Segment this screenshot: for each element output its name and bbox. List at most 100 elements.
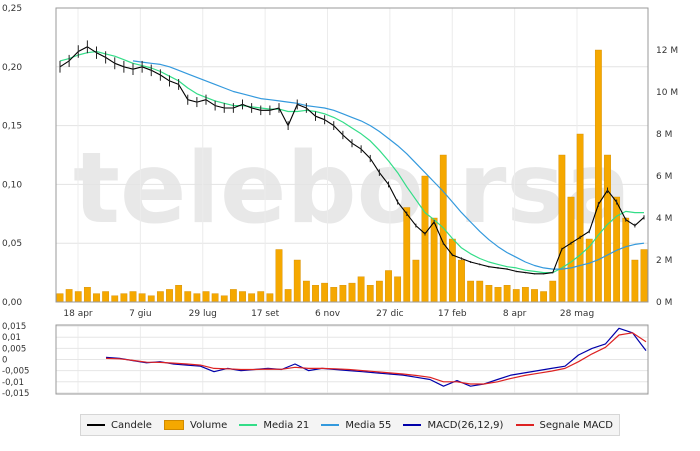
volume-bar — [83, 287, 91, 303]
volume-bar — [458, 259, 465, 303]
volume-bar — [476, 280, 484, 303]
volume-bar — [239, 291, 246, 303]
price-y-tick-label: 0,05 — [2, 239, 22, 249]
volume-bar — [494, 287, 502, 303]
price-y-tick-label: 0,15 — [2, 122, 22, 132]
macd-y-tick-label: 0,005 — [2, 344, 26, 354]
legend-item-volume[interactable]: Volume — [164, 420, 227, 431]
legend-label: MACD(26,12,9) — [427, 419, 504, 431]
x-tick-label: 18 apr — [63, 309, 93, 319]
legend-swatch-line — [515, 424, 534, 426]
volume-bar — [284, 289, 292, 303]
volume-bar — [503, 285, 511, 303]
volume-bar — [93, 293, 100, 303]
volume-bar — [211, 293, 219, 303]
legend-swatch-line — [239, 424, 258, 426]
volume-bar — [622, 217, 630, 303]
x-tick-label: 17 set — [251, 309, 280, 319]
volume-bar — [202, 291, 210, 303]
volume-bar — [375, 280, 383, 303]
volume-bar — [330, 287, 338, 303]
legend-swatch-line — [321, 424, 340, 426]
volume-bar — [540, 291, 548, 303]
volume-y-tick-label: 6 M — [656, 172, 672, 182]
volume-bar — [348, 282, 356, 303]
x-tick-label: 28 mag — [560, 309, 594, 319]
volume-bar — [421, 175, 429, 303]
macd-line-macd-26-12-9- — [105, 327, 647, 387]
volume-bar — [467, 280, 475, 303]
volume-bar — [366, 285, 374, 303]
macd-line-segnale-macd — [105, 332, 647, 385]
volume-bar — [220, 295, 228, 303]
price-y-tick-label: 0,10 — [2, 180, 22, 190]
volume-bar — [430, 217, 438, 303]
macd-plot-frame — [55, 324, 649, 395]
volume-bar — [248, 293, 256, 303]
volume-bar — [558, 154, 566, 303]
volume-bar — [549, 280, 557, 303]
macd-y-tick-label: -0,01 — [2, 378, 24, 388]
legend-item-candele[interactable]: Candele — [87, 420, 152, 431]
legend-swatch-bar — [164, 420, 185, 430]
volume-bar — [576, 133, 584, 303]
chart-legend: Candele Volume Media 21 Media 55 MACD(26,12,… — [80, 414, 620, 436]
volume-bar — [266, 293, 274, 303]
volume-bar — [357, 276, 365, 303]
legend-item-media-55[interactable]: Media 55 — [321, 420, 391, 431]
volume-bar — [120, 293, 128, 303]
volume-bar — [394, 276, 402, 303]
volume-bar — [640, 249, 648, 303]
price-y-tick-label: 0,20 — [2, 63, 22, 73]
legend-item-macd-26-12-9-[interactable]: MACD(26,12,9) — [403, 420, 503, 431]
volume-bar — [102, 291, 110, 303]
legend-swatch-line — [403, 424, 422, 426]
x-tick-label: 8 apr — [503, 309, 527, 319]
volume-bar — [531, 289, 538, 303]
volume-bar — [156, 291, 164, 303]
legend-item-media-21[interactable]: Media 21 — [239, 420, 309, 431]
volume-bar — [257, 291, 265, 303]
volume-bar — [302, 280, 310, 303]
volume-bar — [594, 49, 602, 303]
volume-bar — [403, 207, 411, 303]
price-plot-frame — [55, 7, 649, 303]
legend-label: Media 55 — [345, 419, 392, 431]
price-y-tick-label: 0,00 — [2, 298, 22, 308]
macd-y-tick-label: -0,015 — [2, 389, 29, 399]
volume-bar — [166, 289, 173, 303]
volume-bar — [275, 249, 283, 303]
volume-bar — [567, 196, 575, 303]
volume-bar — [412, 259, 420, 303]
volume-bar — [339, 285, 347, 303]
x-tick-label: 7 giu — [129, 309, 152, 319]
macd-y-tick-label: 0,01 — [2, 333, 21, 343]
volume-bar — [448, 238, 456, 303]
volume-bar — [512, 289, 520, 303]
volume-y-tick-label: 0 M — [656, 298, 672, 308]
legend-label: Media 21 — [263, 419, 310, 431]
volume-bar — [65, 289, 73, 303]
volume-y-tick-label: 4 M — [656, 214, 672, 224]
x-tick-label: 17 feb — [438, 309, 467, 319]
volume-bar — [485, 285, 493, 303]
volume-bar — [229, 289, 237, 303]
volume-bar — [321, 282, 329, 303]
legend-label: Candele — [111, 419, 152, 431]
legend-item-segnale-macd[interactable]: Segnale MACD — [515, 419, 613, 431]
x-tick-label: 6 nov — [315, 309, 341, 319]
volume-bar — [312, 285, 319, 303]
macd-y-tick-label: 0 — [2, 356, 7, 366]
x-tick-label: 27 dic — [376, 309, 404, 319]
volume-y-tick-label: 8 M — [656, 130, 672, 140]
volume-bar — [129, 291, 137, 303]
volume-bar — [184, 291, 192, 303]
watermark-text: telebo rsa — [73, 132, 631, 246]
volume-y-tick-label: 12 M — [656, 46, 678, 56]
legend-label: Segnale MACD — [539, 419, 613, 431]
volume-bar — [604, 154, 611, 303]
chart-canvas: telebo rsa 0,25 0,20 0,15 0,10 0,05 0,00 12 M 1… — [2, 4, 678, 399]
volume-bar — [147, 295, 155, 303]
volume-bar — [385, 270, 392, 303]
